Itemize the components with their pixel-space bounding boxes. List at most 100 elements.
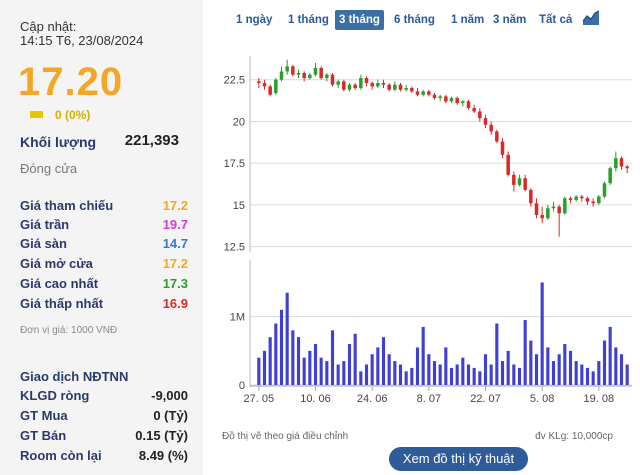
candle-body (551, 206, 556, 209)
volume-bar (568, 350, 573, 385)
open-price-value: 17.2 (162, 256, 188, 271)
tab-1-ngày[interactable]: 1 ngày (236, 14, 273, 26)
volume-bar (512, 364, 516, 385)
candle-body (302, 73, 306, 79)
volume-tick-label: 0 (239, 380, 245, 392)
volume-bar (495, 323, 499, 385)
volume-bar (262, 350, 267, 385)
net-volume-label: KLGD ròng (20, 388, 90, 403)
candle-body (449, 98, 454, 102)
tab-3-tháng[interactable]: 3 tháng (335, 10, 384, 30)
volume-bar (438, 364, 442, 385)
chart-footnote: Đồ thị vẽ theo giá điều chỉnh (222, 431, 349, 442)
candle-body (370, 83, 374, 87)
volume-bar (319, 357, 323, 385)
candle-body (342, 81, 346, 90)
volume-bar (455, 364, 459, 385)
low-price-value: 16.9 (162, 296, 188, 311)
candle-body (506, 154, 510, 175)
candle-body (347, 84, 352, 90)
candle-body (500, 141, 505, 155)
candle-body (495, 131, 499, 142)
price-change: 0 (0%) (55, 108, 91, 122)
volume-bar (410, 367, 414, 385)
candle-body (313, 68, 318, 75)
volume-bar (364, 364, 369, 385)
candle-body (540, 214, 544, 219)
price-tick-label: 15 (233, 200, 245, 212)
candle-body (483, 118, 488, 125)
volume-bar (625, 364, 629, 385)
volume-bar (325, 361, 329, 385)
volume-bar (489, 364, 493, 385)
volume-bar (602, 340, 607, 385)
x-tick-label: 5. 08 (530, 393, 554, 405)
volume-bar (308, 350, 312, 385)
volume-bar (398, 364, 403, 385)
volume-bar (483, 354, 488, 385)
reference-price-value: 17.2 (162, 198, 188, 213)
volume-bar (529, 340, 533, 385)
candle-body (359, 78, 363, 89)
volume-bar (359, 371, 363, 385)
volume-bar (580, 364, 584, 385)
room-remaining-label: Room còn lại (20, 448, 102, 463)
candle-body (529, 189, 533, 204)
candle-body (517, 178, 522, 185)
tab-3-năm[interactable]: 3 năm (493, 14, 527, 26)
tab-1-tháng[interactable]: 1 tháng (288, 14, 329, 26)
candle-body (376, 83, 380, 87)
volume-bar (585, 367, 590, 385)
volume-bar (557, 354, 561, 385)
sell-value-label: GT Bán (20, 428, 67, 443)
open-price-row: Giá mở cửa 17.2 (20, 256, 188, 272)
technical-chart-button[interactable]: Xem đồ thị kỹ thuật (389, 447, 528, 471)
volume-bar (291, 330, 295, 385)
volume-bar (393, 361, 397, 385)
volume-bar (296, 337, 301, 385)
updated-label: Cập nhật: (20, 19, 77, 34)
tab-Tất-cả[interactable]: Tất cả (539, 14, 573, 26)
volume-unit-note: đv KLg: 10,000cp (535, 431, 613, 442)
volume-bar (370, 354, 374, 385)
candle-body (279, 71, 284, 80)
candle-body (472, 108, 476, 112)
candle-body (574, 196, 578, 200)
volume-label: Khối lượng (20, 134, 97, 150)
x-tick-label: 27. 05 (244, 393, 275, 405)
x-tick-label: 22. 07 (470, 393, 501, 405)
volume-bar (619, 354, 624, 385)
volume-tick-label: 1M (230, 312, 245, 324)
x-tick-label: 8. 07 (417, 393, 441, 405)
volume-bar (506, 350, 510, 385)
volume-bar (376, 347, 380, 385)
ceiling-price-row: Giá trần 19.7 (20, 217, 188, 233)
volume-bar (421, 326, 425, 385)
candle-body (257, 81, 261, 84)
tab-6-tháng[interactable]: 6 tháng (394, 14, 435, 26)
chart-area-icon[interactable] (582, 10, 600, 26)
candle-body (319, 68, 323, 79)
volume-bar (404, 371, 408, 385)
candle-body (614, 158, 618, 169)
volume-bar (563, 344, 567, 385)
volume-bar (517, 367, 522, 385)
volume-bar (342, 361, 346, 385)
sell-value-value: 0.15 (Tỷ) (135, 428, 188, 443)
candle-body (364, 78, 369, 84)
candle-body (410, 88, 414, 92)
candle-body (563, 198, 567, 214)
candle-body (438, 96, 442, 99)
candle-body (415, 91, 420, 95)
high-price-label: Giá cao nhất (20, 276, 99, 291)
volume-bar (523, 320, 527, 385)
candle-body (393, 84, 397, 90)
volume-bar (268, 337, 272, 385)
volume-bar (353, 333, 357, 385)
price-tick-label: 17.5 (224, 158, 245, 170)
candle-body (591, 201, 595, 204)
candle-body (325, 74, 329, 79)
tab-1-năm[interactable]: 1 năm (451, 14, 485, 26)
net-volume-row: KLGD ròng -9,000 (20, 388, 188, 404)
